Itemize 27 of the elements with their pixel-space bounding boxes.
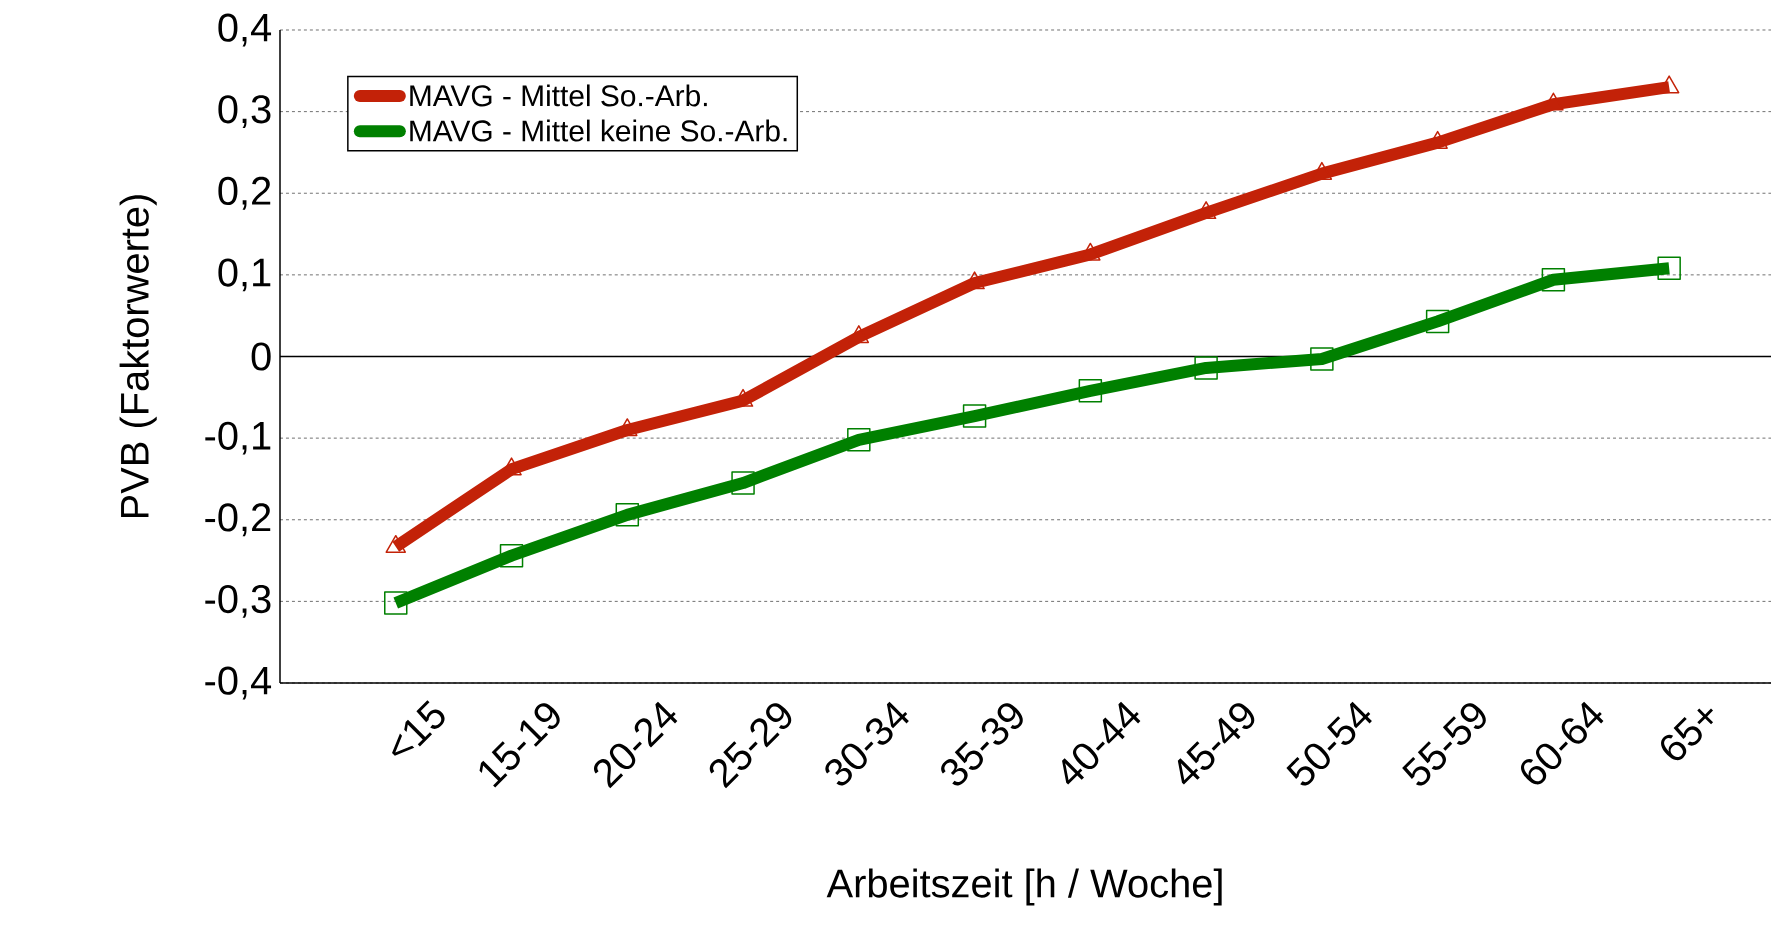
y-tick-label: 0,1 [218, 258, 271, 292]
x-axis-title: Arbeitszeit [h / Woche] [826, 868, 1222, 906]
y-tick-label: -0,1 [205, 421, 271, 455]
y-tick-label: -0,4 [205, 666, 272, 700]
point [962, 404, 987, 428]
y-tick-label: 0 [251, 342, 271, 371]
y-axis-title: PVB (Faktorwerte) [119, 195, 157, 518]
y-tick-label: 0,4 [218, 13, 272, 47]
point [1657, 256, 1681, 281]
x-tick-label: 65+ [1661, 708, 1714, 761]
legend-label: MAVG - Mittel So.-Arb. [410, 84, 707, 107]
point [384, 591, 408, 615]
y-tick-label: 0,3 [218, 95, 271, 129]
point [1194, 356, 1218, 380]
point [1541, 268, 1566, 292]
y-tick-label: -0,2 [205, 503, 271, 537]
point [847, 428, 871, 452]
point [615, 503, 640, 527]
point [731, 471, 755, 495]
point [1078, 379, 1103, 403]
point [1310, 347, 1334, 371]
y-tick-label: 0,2 [218, 176, 271, 210]
point [1425, 309, 1450, 334]
point [499, 543, 524, 568]
x-tick-label: <15 [392, 700, 445, 756]
y-tick-label: -0,3 [205, 584, 271, 618]
legend-label: MAVG - Mittel keine So.-Arb. [410, 119, 787, 142]
